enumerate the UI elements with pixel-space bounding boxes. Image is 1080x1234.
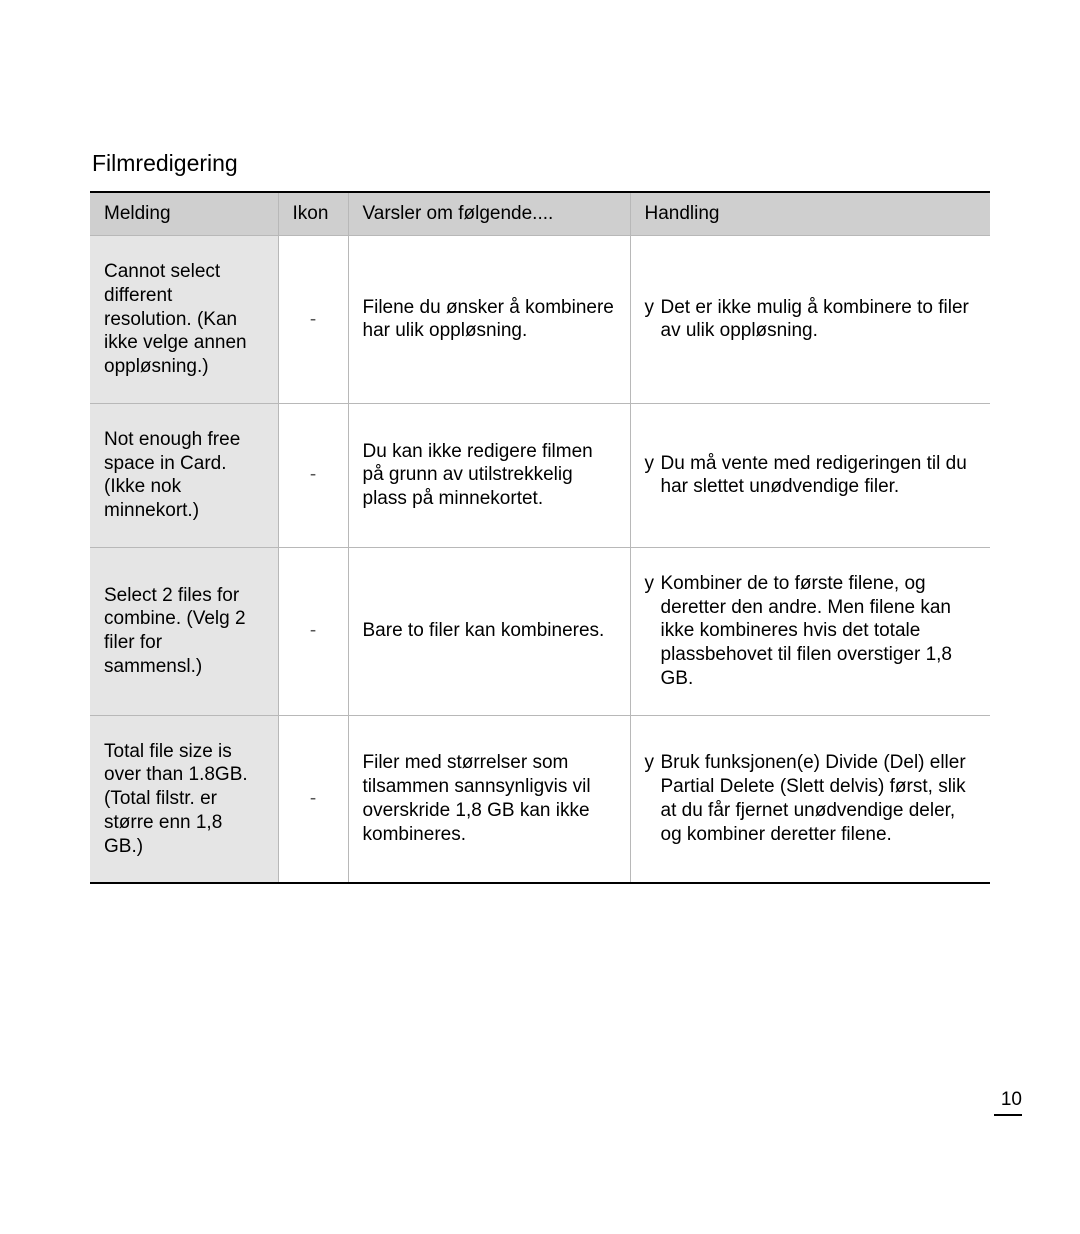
- cell-warns: Du kan ikke redigere filmen på grunn av …: [348, 403, 630, 547]
- bullet-icon: y: [645, 296, 661, 320]
- cell-warns: Filer med størrelser som tilsammen sanns…: [348, 715, 630, 883]
- cell-action: y Kombiner de to første filene, og deret…: [630, 547, 990, 715]
- document-page: Filmredigering Melding Ikon Varsler om f…: [0, 0, 1080, 884]
- action-text: Kombiner de to første filene, og derette…: [661, 572, 977, 691]
- cell-message: Cannot select different resolution. (Kan…: [90, 236, 278, 404]
- cell-icon: -: [278, 236, 348, 404]
- action-text: Du må vente med redigeringen til du har …: [661, 452, 977, 500]
- table-row: Cannot select different resolution. (Kan…: [90, 236, 990, 404]
- cell-warns: Bare to filer kan kombineres.: [348, 547, 630, 715]
- page-number-underline: [994, 1114, 1022, 1116]
- bullet-icon: y: [645, 751, 661, 775]
- page-number-value: 10: [1001, 1089, 1022, 1110]
- cell-action: y Det er ikke mulig å kombinere to filer…: [630, 236, 990, 404]
- cell-message: Total file size is over than 1.8GB. (Tot…: [90, 715, 278, 883]
- table-row: Select 2 files for combine. (Velg 2 file…: [90, 547, 990, 715]
- bullet-icon: y: [645, 572, 661, 596]
- col-header-warns: Varsler om følgende....: [348, 192, 630, 236]
- messages-table: Melding Ikon Varsler om følgende.... Han…: [90, 191, 990, 884]
- cell-action: y Du må vente med redigeringen til du ha…: [630, 403, 990, 547]
- cell-warns: Filene du ønsker å kombinere har ulik op…: [348, 236, 630, 404]
- bullet-icon: y: [645, 452, 661, 476]
- col-header-action: Handling: [630, 192, 990, 236]
- cell-message: Select 2 files for combine. (Velg 2 file…: [90, 547, 278, 715]
- col-header-message: Melding: [90, 192, 278, 236]
- cell-icon: -: [278, 403, 348, 547]
- section-title: Filmredigering: [92, 150, 990, 177]
- action-text: Bruk funksjonen(e) Divide (Del) eller Pa…: [661, 751, 977, 846]
- cell-action: y Bruk funksjonen(e) Divide (Del) eller …: [630, 715, 990, 883]
- cell-icon: -: [278, 547, 348, 715]
- table-row: Not enough free space in Card. (Ikke nok…: [90, 403, 990, 547]
- table-header-row: Melding Ikon Varsler om følgende.... Han…: [90, 192, 990, 236]
- cell-icon: -: [278, 715, 348, 883]
- page-number: 10: [994, 1089, 1022, 1116]
- cell-message: Not enough free space in Card. (Ikke nok…: [90, 403, 278, 547]
- table-row: Total file size is over than 1.8GB. (Tot…: [90, 715, 990, 883]
- col-header-icon: Ikon: [278, 192, 348, 236]
- action-text: Det er ikke mulig å kombinere to filer a…: [661, 296, 977, 344]
